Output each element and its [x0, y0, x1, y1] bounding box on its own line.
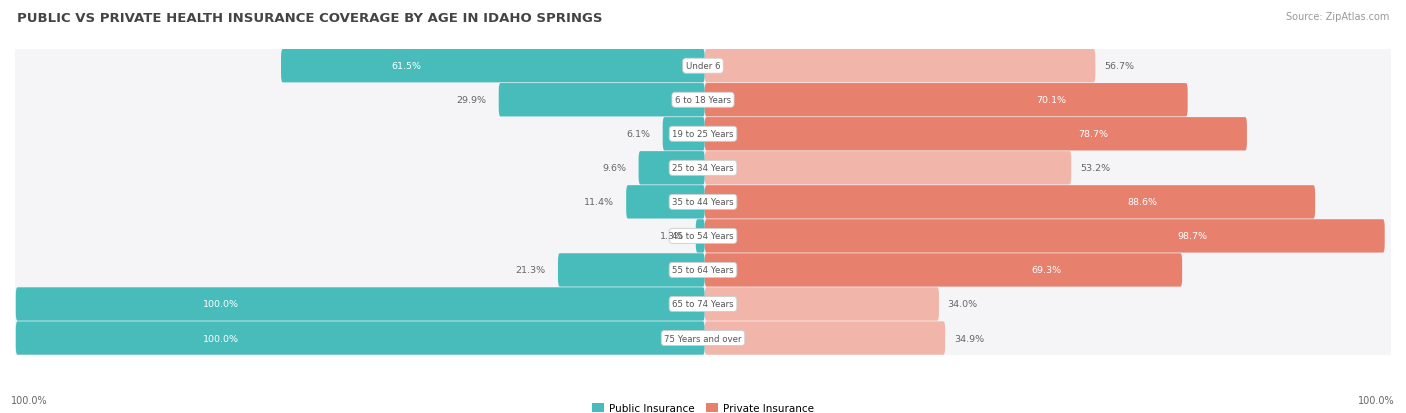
FancyBboxPatch shape — [704, 152, 1071, 185]
FancyBboxPatch shape — [626, 186, 704, 219]
Text: 29.9%: 29.9% — [457, 96, 486, 105]
FancyBboxPatch shape — [704, 322, 945, 355]
Text: 21.3%: 21.3% — [516, 266, 546, 275]
FancyBboxPatch shape — [15, 211, 1391, 262]
FancyBboxPatch shape — [15, 51, 1391, 82]
Text: 98.7%: 98.7% — [1178, 232, 1208, 241]
FancyBboxPatch shape — [704, 50, 1095, 83]
FancyBboxPatch shape — [662, 118, 704, 151]
Text: 56.7%: 56.7% — [1104, 62, 1135, 71]
FancyBboxPatch shape — [281, 50, 704, 83]
Text: Under 6: Under 6 — [686, 62, 720, 71]
Text: 34.0%: 34.0% — [948, 300, 977, 309]
FancyBboxPatch shape — [704, 118, 1247, 151]
Text: 55 to 64 Years: 55 to 64 Years — [672, 266, 734, 275]
FancyBboxPatch shape — [15, 75, 1391, 126]
Text: 100.0%: 100.0% — [202, 300, 239, 309]
Text: 9.6%: 9.6% — [603, 164, 627, 173]
FancyBboxPatch shape — [704, 186, 1315, 219]
FancyBboxPatch shape — [704, 254, 1182, 287]
Text: 35 to 44 Years: 35 to 44 Years — [672, 198, 734, 207]
FancyBboxPatch shape — [15, 244, 1391, 296]
FancyBboxPatch shape — [15, 221, 1391, 252]
Text: 11.4%: 11.4% — [583, 198, 614, 207]
Text: 78.7%: 78.7% — [1078, 130, 1108, 139]
FancyBboxPatch shape — [15, 289, 1391, 320]
FancyBboxPatch shape — [15, 278, 1391, 330]
FancyBboxPatch shape — [15, 322, 704, 355]
Text: 6.1%: 6.1% — [627, 130, 651, 139]
FancyBboxPatch shape — [15, 109, 1391, 160]
Text: 100.0%: 100.0% — [1358, 395, 1395, 405]
FancyBboxPatch shape — [15, 312, 1391, 364]
Text: Source: ZipAtlas.com: Source: ZipAtlas.com — [1285, 12, 1389, 22]
Text: 75 Years and over: 75 Years and over — [664, 334, 742, 343]
Legend: Public Insurance, Private Insurance: Public Insurance, Private Insurance — [588, 399, 818, 413]
FancyBboxPatch shape — [15, 187, 1391, 218]
FancyBboxPatch shape — [15, 142, 1391, 194]
FancyBboxPatch shape — [499, 84, 704, 117]
FancyBboxPatch shape — [638, 152, 704, 185]
FancyBboxPatch shape — [15, 287, 704, 321]
FancyBboxPatch shape — [704, 84, 1188, 117]
Text: 1.3%: 1.3% — [659, 232, 683, 241]
Text: 19 to 25 Years: 19 to 25 Years — [672, 130, 734, 139]
Text: 6 to 18 Years: 6 to 18 Years — [675, 96, 731, 105]
FancyBboxPatch shape — [696, 220, 704, 253]
FancyBboxPatch shape — [704, 287, 939, 321]
Text: 65 to 74 Years: 65 to 74 Years — [672, 300, 734, 309]
FancyBboxPatch shape — [15, 255, 1391, 285]
FancyBboxPatch shape — [15, 153, 1391, 184]
Text: 53.2%: 53.2% — [1080, 164, 1109, 173]
Text: 100.0%: 100.0% — [11, 395, 48, 405]
Text: 100.0%: 100.0% — [202, 334, 239, 343]
FancyBboxPatch shape — [558, 254, 704, 287]
Text: 34.9%: 34.9% — [953, 334, 984, 343]
Text: 69.3%: 69.3% — [1032, 266, 1062, 275]
FancyBboxPatch shape — [15, 85, 1391, 116]
Text: 61.5%: 61.5% — [391, 62, 422, 71]
Text: 45 to 54 Years: 45 to 54 Years — [672, 232, 734, 241]
FancyBboxPatch shape — [15, 323, 1391, 354]
Text: 88.6%: 88.6% — [1128, 198, 1157, 207]
FancyBboxPatch shape — [15, 41, 1391, 93]
Text: 25 to 34 Years: 25 to 34 Years — [672, 164, 734, 173]
FancyBboxPatch shape — [704, 220, 1385, 253]
Text: PUBLIC VS PRIVATE HEALTH INSURANCE COVERAGE BY AGE IN IDAHO SPRINGS: PUBLIC VS PRIVATE HEALTH INSURANCE COVER… — [17, 12, 602, 25]
FancyBboxPatch shape — [15, 177, 1391, 228]
Text: 70.1%: 70.1% — [1036, 96, 1066, 105]
FancyBboxPatch shape — [15, 119, 1391, 150]
